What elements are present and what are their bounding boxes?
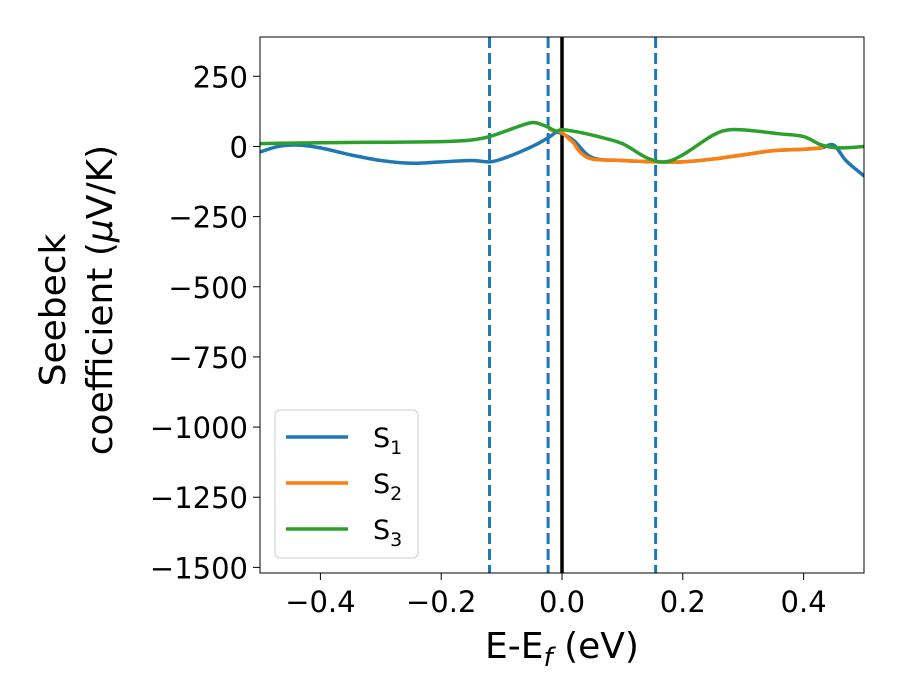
x-tick-label: 0.0	[539, 585, 585, 619]
x-tick-label: 0.2	[660, 585, 706, 619]
legend-label-s1: S1	[373, 423, 402, 459]
x-axis-label: E-Ef (eV)	[485, 626, 639, 673]
y-tick-label: 0	[230, 130, 248, 164]
series-line-s2	[548, 127, 824, 164]
y-tick-label: −500	[168, 271, 248, 305]
legend: S1 S2 S3	[274, 409, 419, 559]
y-tick-label: −1000	[150, 411, 248, 445]
y-tick-label: −1500	[150, 551, 248, 585]
legend-label-s3: S3	[373, 515, 402, 551]
y-axis-label-line2: coefficient (μV/K)	[80, 145, 121, 455]
legend-label-s2: S2	[373, 469, 402, 505]
series-line-s3	[260, 120, 864, 164]
y-tick-label: 250	[193, 60, 248, 94]
y-tick-label: −1250	[150, 481, 248, 515]
x-tick-label: −0.2	[406, 585, 476, 619]
x-tick-label: −0.4	[285, 585, 355, 619]
y-tick-label: −250	[168, 201, 248, 235]
y-tick-label: −750	[168, 341, 248, 375]
x-tick-label: 0.4	[781, 585, 827, 619]
y-axis-label-line1: Seebeck	[33, 233, 74, 386]
